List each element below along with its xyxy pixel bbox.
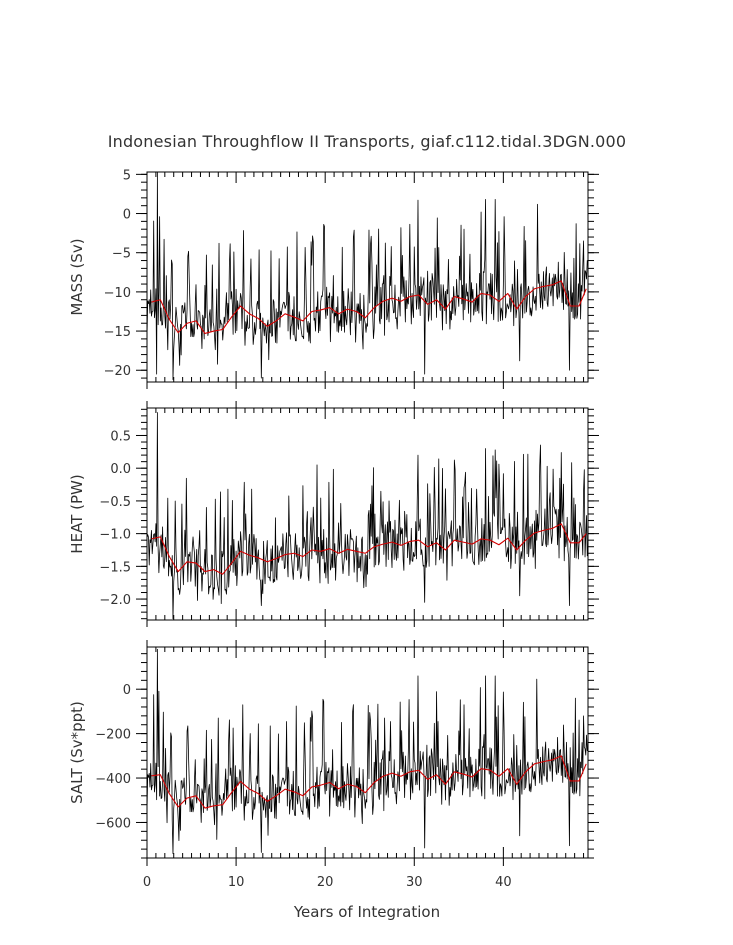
- y-tick-label: −5: [112, 247, 131, 262]
- x-tick-label: 20: [317, 875, 334, 890]
- plot-frame: [146, 171, 589, 383]
- annual-mean-line: [151, 755, 587, 809]
- y-tick-label: −15: [104, 325, 131, 340]
- panel-mass: 5 0 −5 −10 −15 −20 MASS (Sv): [68, 168, 599, 389]
- x-tick-labels: 0 10 20 30 40: [143, 858, 512, 890]
- y-tick-label: 0.0: [110, 462, 131, 477]
- y-tick-label: −20: [104, 364, 131, 379]
- y-axis-label-heat: HEAT (PW): [68, 474, 86, 553]
- y-tick-label: −400: [95, 772, 131, 787]
- y-tick-label: −200: [95, 728, 131, 743]
- y-tick-label: 0: [123, 683, 131, 698]
- panels: 5 0 −5 −10 −15 −20 MASS (Sv) 0.5 0.0 −0.5 −1.0 −1.5…: [68, 168, 599, 890]
- y-tick-label: −600: [95, 816, 131, 831]
- annual-mean-line: [151, 280, 587, 334]
- y-axis-label-salt: SALT (Sv*ppt): [68, 701, 86, 804]
- panel-salt: 0 −200 −400 −600 SALT (Sv*ppt): [68, 640, 599, 859]
- x-axis-label: Years of Integration: [293, 903, 440, 921]
- x-tick-label: 0: [143, 875, 151, 890]
- plot-frame: [146, 646, 589, 859]
- y-tick-label: −10: [104, 286, 131, 301]
- y-tick-label: 0.5: [110, 429, 131, 444]
- y-tick-label: −1.5: [99, 560, 131, 575]
- chart-title: Indonesian Throughflow II Transports, gi…: [108, 132, 627, 151]
- y-tick-label: 0: [123, 208, 131, 223]
- monthly-series-line: [147, 412, 588, 620]
- annual-mean-line: [151, 523, 587, 575]
- panel-heat: 0.5 0.0 −0.5 −1.0 −1.5 −2.0 HEAT (PW): [68, 401, 599, 627]
- y-tick-label: −1.0: [99, 528, 131, 543]
- y-tick-label: −0.5: [99, 495, 131, 510]
- x-tick-label: 40: [495, 875, 512, 890]
- y-tick-label: −2.0: [99, 593, 131, 608]
- y-axis-label-mass: MASS (Sv): [68, 238, 86, 315]
- x-tick-label: 30: [406, 875, 423, 890]
- x-tick-label: 10: [228, 875, 245, 890]
- monthly-series-line: [147, 172, 588, 381]
- y-tick-label: 5: [123, 168, 131, 183]
- monthly-series-line: [147, 648, 588, 854]
